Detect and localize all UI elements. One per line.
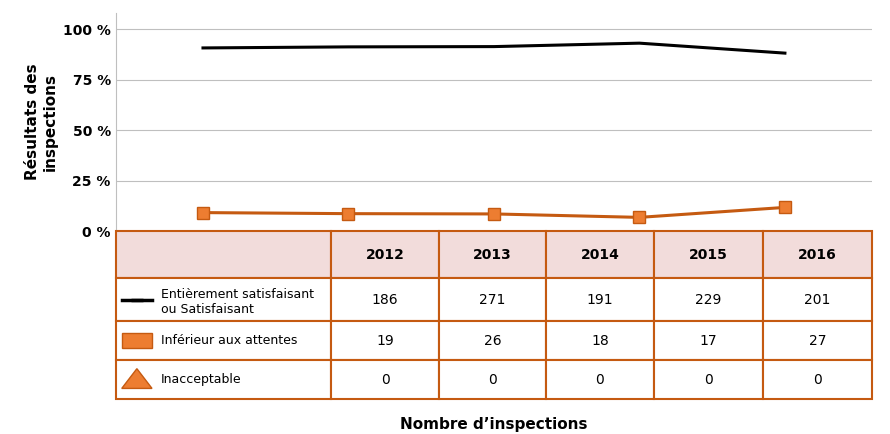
Bar (116, 231, 331, 278)
Bar (439, 231, 546, 278)
Text: 2012: 2012 (366, 248, 404, 262)
Polygon shape (122, 369, 152, 388)
Bar (653, 278, 763, 321)
Bar (546, 321, 653, 360)
Text: 19: 19 (376, 333, 394, 348)
Bar (763, 278, 872, 321)
Text: Nombre d’inspections: Nombre d’inspections (400, 417, 587, 432)
Bar (116, 360, 331, 399)
Bar (763, 321, 872, 360)
Bar (653, 231, 763, 278)
Bar (763, 231, 872, 278)
Text: 0: 0 (381, 372, 390, 387)
Bar (653, 360, 763, 399)
Bar (122, 333, 152, 348)
Bar (331, 231, 439, 278)
Text: Inacceptable: Inacceptable (161, 373, 242, 386)
Bar (331, 321, 439, 360)
Bar (116, 321, 331, 360)
Text: 191: 191 (587, 293, 613, 307)
Text: ou Satisfaisant: ou Satisfaisant (161, 302, 254, 316)
Bar (331, 278, 439, 321)
Text: 0: 0 (704, 372, 712, 387)
Bar (763, 360, 872, 399)
Y-axis label: Résultats des
inspections: Résultats des inspections (25, 64, 58, 181)
Bar (546, 360, 653, 399)
Text: 186: 186 (372, 293, 399, 307)
Bar (331, 360, 439, 399)
Text: 0: 0 (595, 372, 604, 387)
Bar (546, 231, 653, 278)
Text: 0: 0 (488, 372, 497, 387)
Text: 0: 0 (813, 372, 821, 387)
Bar (439, 278, 546, 321)
Text: 27: 27 (809, 333, 826, 348)
Text: 2015: 2015 (689, 248, 727, 262)
Text: Inférieur aux attentes: Inférieur aux attentes (161, 334, 297, 347)
Text: 2014: 2014 (580, 248, 619, 262)
Bar (653, 321, 763, 360)
Text: 201: 201 (805, 293, 830, 307)
Text: 229: 229 (695, 293, 721, 307)
Text: 271: 271 (479, 293, 506, 307)
Text: 2013: 2013 (473, 248, 512, 262)
Bar (546, 278, 653, 321)
Text: Entièrement satisfaisant: Entièrement satisfaisant (161, 288, 314, 301)
Text: 17: 17 (700, 333, 716, 348)
Text: 26: 26 (483, 333, 501, 348)
Text: 2016: 2016 (798, 248, 837, 262)
Bar (116, 278, 331, 321)
Bar (439, 360, 546, 399)
Bar (439, 321, 546, 360)
Text: 18: 18 (591, 333, 609, 348)
